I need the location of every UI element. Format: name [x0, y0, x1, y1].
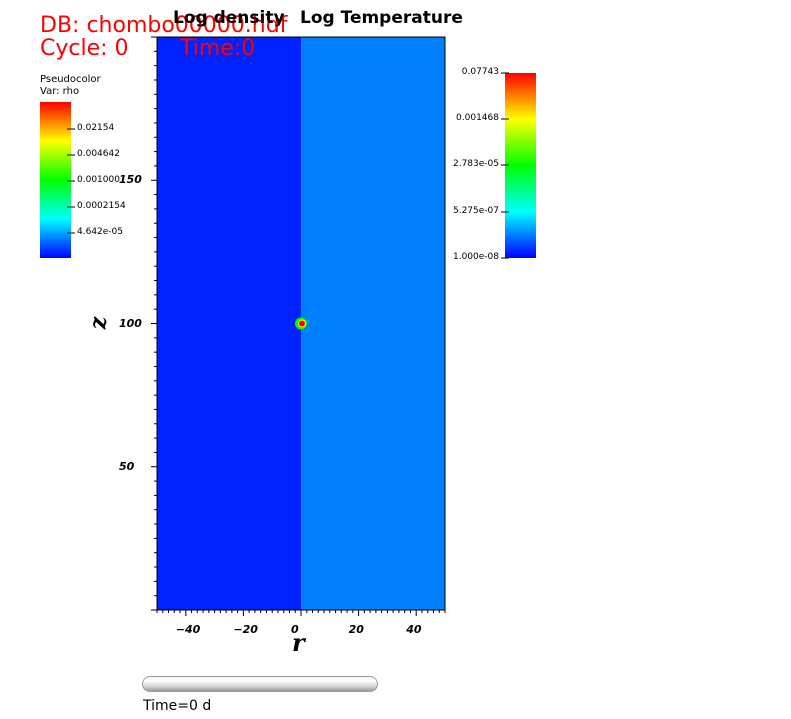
colorbar-tick-label: 0.07743 — [461, 67, 499, 77]
axes — [151, 36, 446, 616]
colorbar-right — [501, 72, 536, 259]
region-0 — [157, 37, 301, 610]
colorbar-tick-label: 0.004642 — [77, 149, 120, 159]
colorbar-gradient — [40, 102, 71, 258]
x-tick-label: 0 — [291, 623, 299, 636]
y-axis-label: z — [85, 316, 112, 330]
y-tick-label: 100 — [119, 316, 142, 330]
plot-area — [156, 36, 446, 611]
y-tick-label: 150 — [119, 173, 142, 187]
colorbar-left — [40, 102, 75, 258]
feature-core — [299, 320, 305, 327]
legend-plot-type: Pseudocolor — [40, 74, 101, 85]
x-tick-label: 20 — [348, 623, 364, 636]
colorbar-tick-label: 5.275e-07 — [452, 206, 499, 216]
colorbar-gradient — [505, 73, 536, 258]
colorbar-tick-label: 4.642e-05 — [77, 227, 124, 237]
x-tick-label: 40 — [406, 623, 422, 636]
cycle-label: Cycle: 0 — [40, 36, 129, 61]
colorbar-tick-label: 0.001000 — [77, 175, 120, 185]
region-1 — [301, 37, 445, 610]
title-log-temperature: Log Temperature — [300, 8, 463, 28]
colorbar-tick-label: 0.0002154 — [77, 201, 126, 211]
title-log-density: Log density — [173, 8, 285, 28]
time-slider-label: Time=0 d — [143, 698, 212, 714]
time-slider[interactable] — [142, 676, 378, 692]
colorbar-tick-label: 0.001468 — [456, 113, 499, 123]
colorbar-tick-label: 0.02154 — [77, 123, 115, 133]
legend-var: Var: rho — [40, 86, 80, 97]
db-label: DB: chombo00000.hdf — [40, 13, 288, 38]
x-tick-label: −20 — [233, 623, 258, 636]
colorbar-tick-label: 2.783e-05 — [452, 159, 499, 169]
x-tick-label: −40 — [175, 623, 201, 636]
time-readout: Time:0 — [180, 36, 256, 61]
y-tick-label: 50 — [119, 459, 135, 473]
x-axis-label: r — [292, 628, 305, 657]
colorbar-tick-label: 1.000e-08 — [452, 252, 499, 262]
